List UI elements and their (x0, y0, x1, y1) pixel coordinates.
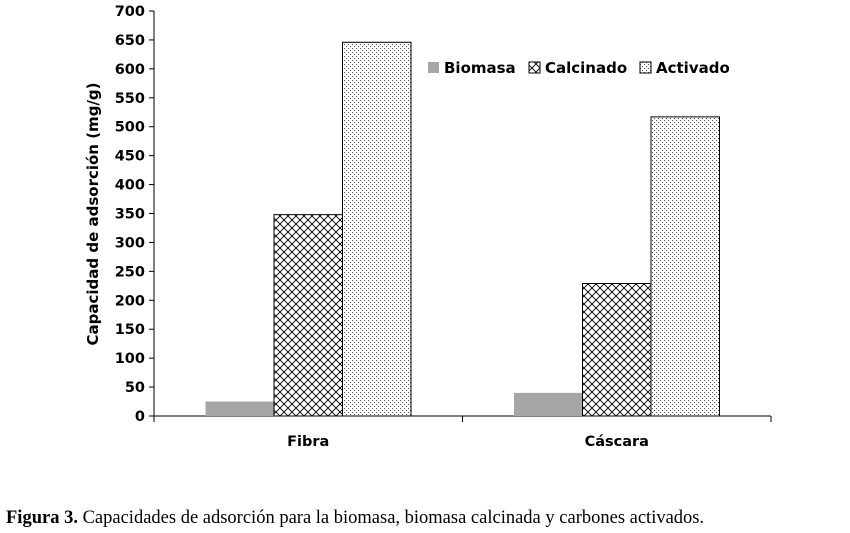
legend-swatch-calcinado (528, 61, 541, 74)
y-tick-label: 150 (115, 322, 145, 338)
bar-calcinado-fibra (273, 214, 343, 417)
category-label: Cáscara (585, 434, 649, 450)
legend-label-biomasa: Biomasa (444, 59, 516, 77)
y-tick-label: 100 (115, 351, 145, 367)
legend-swatch-biomasa (428, 62, 439, 73)
y-tick-label: 550 (115, 91, 145, 107)
legend-swatch-activado (639, 61, 652, 74)
y-tick-label: 200 (115, 293, 145, 309)
legend: Biomasa Calcinado Activado (428, 59, 730, 77)
y-tick-label: 700 (115, 4, 145, 20)
y-tick-label: 400 (115, 178, 145, 194)
caption-text: Capacidades de adsorción para la biomasa… (77, 508, 705, 528)
bar-activado-cáscara (650, 116, 720, 417)
bars (205, 41, 720, 417)
bar-biomasa-cáscara (514, 392, 583, 416)
bar-calcinado-cáscara (582, 283, 652, 417)
figure-number: Figura 3. (6, 508, 78, 528)
category-labels: Fibra Cáscara (287, 434, 649, 450)
y-tick-label: 0 (135, 409, 145, 425)
y-tick-label: 650 (115, 33, 145, 49)
bar-chart: 0 50 100 150 200 250 300 350 400 450 500 550 600 650 7… (84, 4, 772, 450)
y-tick-label: 50 (125, 380, 145, 396)
y-axis-title: Capacidad de adsorción (mg/g) (84, 83, 102, 346)
legend-label-calcinado: Calcinado (545, 59, 627, 77)
category-label: Fibra (287, 434, 329, 450)
bar-biomasa-fibra (205, 401, 274, 416)
figure-caption: Figura 3. Capacidades de adsorción para … (6, 508, 846, 529)
legend-label-activado: Activado (656, 59, 730, 77)
bar-activado-fibra (342, 41, 412, 417)
y-tick-label: 450 (115, 149, 145, 165)
y-tick-label: 600 (115, 62, 145, 78)
y-ticks: 0 50 100 150 200 250 300 350 400 450 500 550 600 650 7… (115, 4, 772, 425)
y-tick-label: 350 (115, 207, 145, 223)
y-tick-label: 300 (115, 235, 145, 251)
y-tick-label: 500 (115, 120, 145, 136)
y-tick-label: 250 (115, 264, 145, 280)
